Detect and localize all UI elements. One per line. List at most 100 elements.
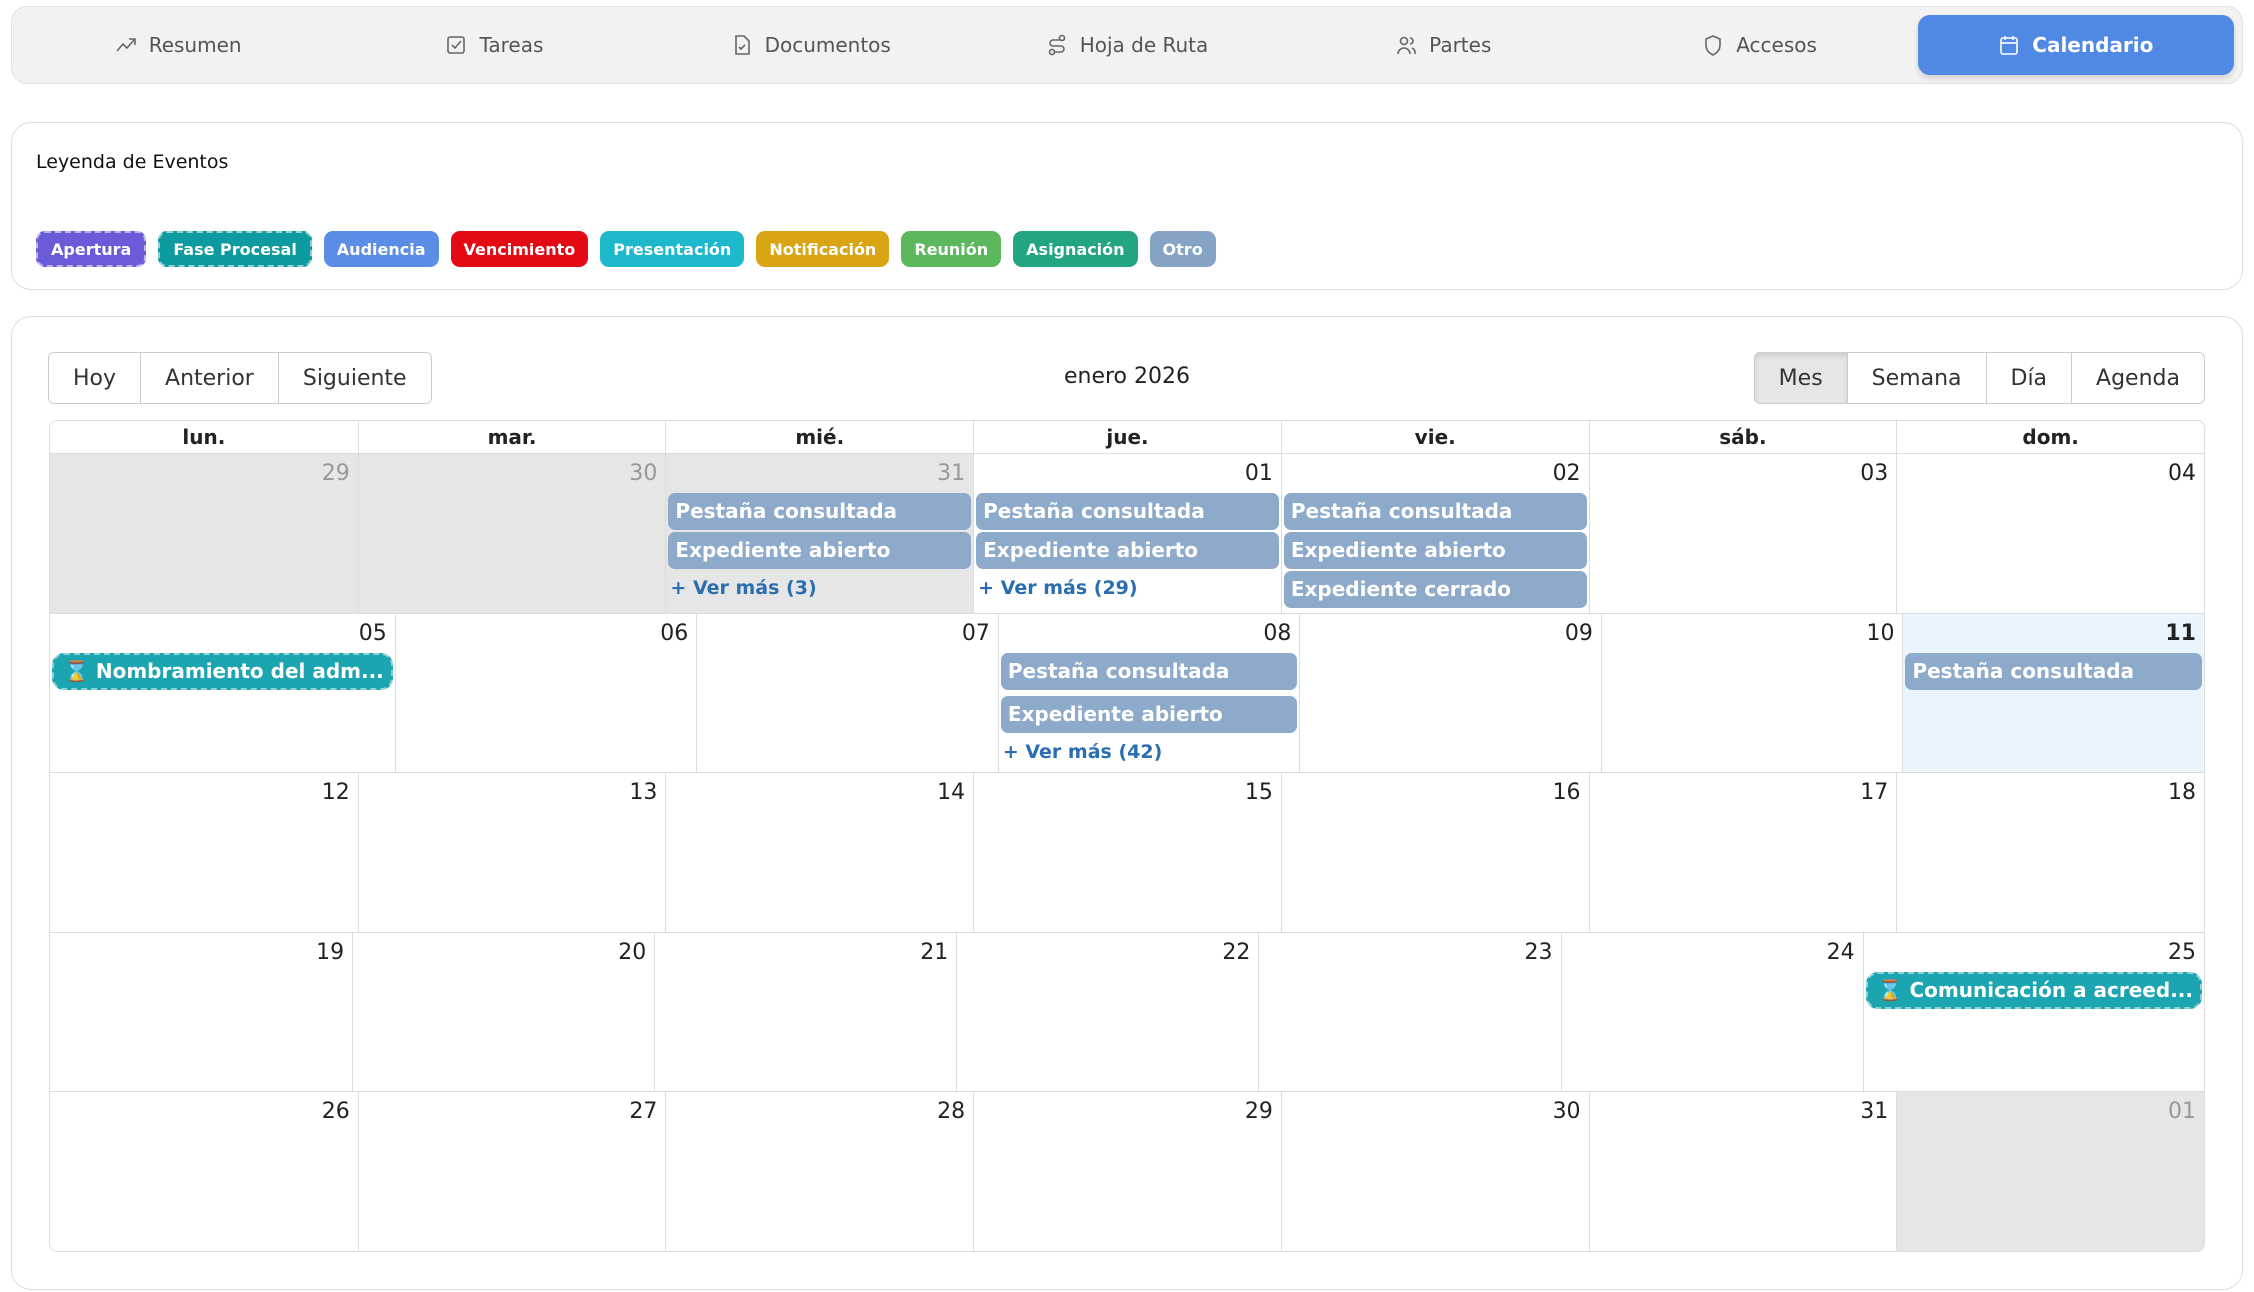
- calendar-event[interactable]: Pestaña consultada: [668, 493, 972, 530]
- day-cell[interactable]: 24: [1560, 932, 1863, 1092]
- day-cell[interactable]: 12: [50, 773, 358, 932]
- day-cell[interactable]: 25 ⌛ Comunicación a acreed...: [1862, 932, 2204, 1092]
- day-cell[interactable]: 30: [357, 454, 666, 613]
- day-cell[interactable]: 11 Pestaña consultada: [1902, 613, 2204, 773]
- day-cell[interactable]: 18: [1896, 773, 2204, 932]
- tab-calendario[interactable]: Calendario: [1917, 15, 2234, 75]
- day-cell[interactable]: 19: [50, 933, 352, 1092]
- day-cell[interactable]: 07: [696, 613, 998, 773]
- day-number[interactable]: 13: [629, 780, 658, 806]
- view-día-button[interactable]: Día: [1985, 352, 2073, 404]
- calendar-event[interactable]: ⌛ Comunicación a acreed...: [1865, 971, 2202, 1009]
- day-number[interactable]: 20: [618, 939, 647, 965]
- day-number[interactable]: 09: [1564, 620, 1593, 646]
- day-number[interactable]: 18: [2168, 780, 2196, 806]
- calendar-event[interactable]: Pestaña consultada: [1283, 493, 1587, 530]
- day-cell[interactable]: 29: [50, 454, 358, 613]
- day-cell[interactable]: 29: [973, 1092, 1281, 1251]
- calendar-event[interactable]: Expediente cerrado: [1283, 571, 1587, 608]
- day-number[interactable]: 29: [1244, 1099, 1273, 1125]
- day-number[interactable]: 12: [321, 780, 350, 806]
- day-cell[interactable]: 02 Pestaña consultada Expediente abierto Ex…: [1280, 454, 1589, 613]
- day-number[interactable]: 07: [961, 620, 990, 646]
- day-cell[interactable]: 01 Pestaña consultada Expediente abierto + …: [973, 454, 1281, 613]
- day-cell[interactable]: 21: [654, 932, 956, 1092]
- day-cell[interactable]: 16: [1280, 773, 1589, 932]
- day-number[interactable]: 02: [1552, 461, 1581, 486]
- day-cell[interactable]: 31: [1588, 1092, 1897, 1251]
- view-mes-button[interactable]: Mes: [1753, 352, 1848, 404]
- day-cell[interactable]: 22: [956, 932, 1258, 1092]
- day-cell[interactable]: 15: [973, 773, 1281, 932]
- day-number[interactable]: 21: [920, 939, 949, 965]
- day-number[interactable]: 29: [321, 461, 350, 486]
- day-number[interactable]: 25: [2167, 939, 2196, 965]
- day-number[interactable]: 16: [1552, 780, 1581, 806]
- day-cell[interactable]: 31 Pestaña consultada Expediente abierto + …: [665, 454, 974, 613]
- day-cell[interactable]: 10: [1600, 613, 1903, 773]
- weekday-label: sáb.: [1588, 421, 1897, 453]
- day-number[interactable]: 01: [2168, 1099, 2196, 1125]
- calendar-event[interactable]: Expediente abierto: [1000, 695, 1298, 733]
- day-number[interactable]: 30: [629, 461, 658, 486]
- show-more-link[interactable]: + Ver más (42): [1002, 740, 1163, 763]
- day-number[interactable]: 23: [1524, 939, 1553, 965]
- day-number[interactable]: 28: [937, 1099, 966, 1125]
- calendar-event[interactable]: Pestaña consultada: [1905, 652, 2202, 690]
- calendar-event[interactable]: Pestaña consultada: [976, 493, 1279, 530]
- tab-accesos[interactable]: Accesos: [1601, 15, 1917, 75]
- day-number[interactable]: 19: [316, 939, 345, 965]
- day-cell[interactable]: 14: [665, 773, 973, 932]
- view-agenda-button[interactable]: Agenda: [2071, 352, 2205, 404]
- day-cell[interactable]: 04: [1896, 454, 2204, 613]
- tab-hoja-de-ruta[interactable]: Hoja de Ruta: [969, 15, 1285, 75]
- tab-tareas[interactable]: Tareas: [336, 15, 652, 75]
- day-number[interactable]: 26: [321, 1099, 350, 1125]
- day-cell[interactable]: 20: [352, 932, 654, 1092]
- day-cell[interactable]: 13: [357, 773, 666, 932]
- tab-partes[interactable]: Partes: [1285, 15, 1601, 75]
- day-cell[interactable]: 05 ⌛ Nombramiento del adm...: [50, 614, 395, 773]
- calendar-event[interactable]: Pestaña consultada: [1000, 652, 1298, 690]
- day-number[interactable]: 11: [2165, 620, 2196, 646]
- day-cell[interactable]: 06: [394, 613, 697, 773]
- day-number[interactable]: 14: [937, 780, 966, 806]
- day-number[interactable]: 06: [660, 620, 689, 646]
- calendar-event[interactable]: Expediente abierto: [976, 532, 1279, 569]
- day-cell[interactable]: 30: [1280, 1092, 1589, 1251]
- weekday-label: mar.: [357, 421, 666, 453]
- day-cell[interactable]: 23: [1258, 932, 1560, 1092]
- day-number[interactable]: 22: [1222, 939, 1251, 965]
- day-number[interactable]: 31: [937, 461, 966, 486]
- show-more-link[interactable]: + Ver más (3): [670, 577, 817, 599]
- day-number[interactable]: 04: [2168, 461, 2196, 486]
- day-number[interactable]: 05: [358, 620, 387, 646]
- day-number[interactable]: 17: [1860, 780, 1889, 806]
- day-number[interactable]: 27: [629, 1099, 658, 1125]
- day-cell[interactable]: 09: [1299, 613, 1601, 773]
- day-cell[interactable]: 03: [1588, 454, 1897, 613]
- day-number[interactable]: 10: [1866, 620, 1895, 646]
- day-number[interactable]: 31: [1860, 1099, 1889, 1125]
- calendar-event[interactable]: Expediente abierto: [1283, 532, 1587, 569]
- day-number[interactable]: 08: [1263, 620, 1292, 646]
- day-number[interactable]: 24: [1826, 939, 1855, 965]
- day-cell[interactable]: 01: [1896, 1092, 2204, 1251]
- day-cell[interactable]: 17: [1588, 773, 1897, 932]
- day-cell[interactable]: 28: [665, 1092, 973, 1251]
- view-semana-button[interactable]: Semana: [1846, 352, 1987, 404]
- calendar-event[interactable]: ⌛ Nombramiento del adm...: [52, 652, 393, 690]
- day-number[interactable]: 30: [1552, 1099, 1581, 1125]
- show-more-link[interactable]: + Ver más (29): [978, 577, 1138, 599]
- day-cell[interactable]: 26: [50, 1092, 358, 1251]
- calendar-event[interactable]: Expediente abierto: [668, 532, 972, 569]
- tab-documentos[interactable]: Documentos: [653, 15, 969, 75]
- day-number[interactable]: 01: [1244, 461, 1273, 486]
- next-button[interactable]: Siguiente: [277, 352, 432, 404]
- day-cell[interactable]: 27: [357, 1092, 666, 1251]
- day-cell[interactable]: 08 Pestaña consultada Expediente abierto + …: [997, 613, 1300, 773]
- day-number[interactable]: 15: [1244, 780, 1273, 806]
- today-button[interactable]: Hoy: [48, 352, 142, 404]
- day-number[interactable]: 03: [1860, 461, 1889, 486]
- tab-resumen[interactable]: Resumen: [20, 15, 336, 75]
